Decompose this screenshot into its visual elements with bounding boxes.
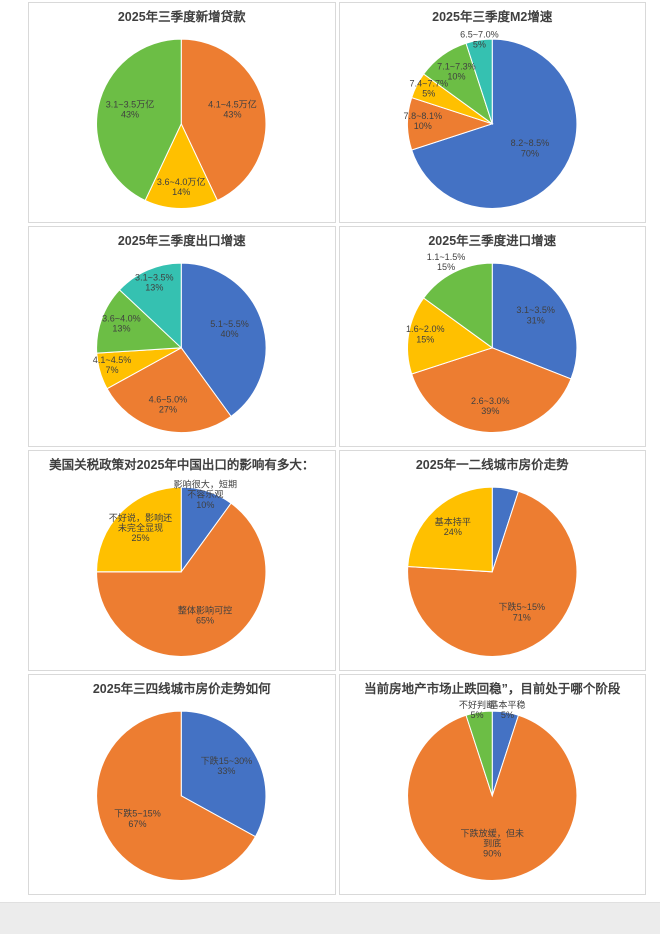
chart-title: 2025年三季度M2增速 [432,10,553,24]
slice-label: 下跌5~15% 67% [114,809,161,829]
slice-label: 4.1~4.5% 7% [93,355,132,375]
pie-chart-import-growth: 3.1~3.5% 31% 2.6~3.0% 39% 1.6~2.0% 15% 1.1~1.5… [406,252,577,434]
pie-slice [180,38,267,202]
slice-label: 3.1~3.5万亿 43% [106,99,155,120]
pie-slice [491,262,577,380]
chart-title: 2025年三季度新增贷款 [117,10,246,24]
chart-title: 2025年三季度进口增速 [428,234,557,248]
pie-slice [96,502,267,658]
pie-chart-market-stage: 基本平稳 5% 下跌放缓，但未到底 90% 不好判断 5% [406,699,577,882]
chart-panel-tariff-impact: 美国关税政策对2025年中国出口的影响有多大： 影响很大，短期不容乐观 10% 整体… [28,450,336,671]
pie-chart-export-growth: 5.1~5.5% 40% 4.6~5.0% 27% 4.1~4.5% 7% 3.6~4.0%… [93,262,267,434]
pie-chart-tariff-impact: 影响很大，短期不容乐观 10% 整体影响可控 65% 不好说，影响还未完全显现 25% [96,479,267,658]
pie-slice [96,38,182,202]
slice-label: 3.6~4.0万亿 14% [157,176,206,197]
chart-title: 2025年三季度出口增速 [117,234,246,248]
pie-chart-new-loans: 4.1~4.5万亿 43% 3.6~4.0万亿 14% 3.1~3.5万亿 43% [96,38,267,210]
slice-label: 下跌15~30% 33% [201,756,253,776]
slice-label: 不好判断 5% [458,699,494,720]
chart-title: 当前房地产市场止跌回稳”，目前处于哪个阶段 [364,682,621,696]
pie-slice [144,123,219,210]
slice-label: 7.8~8.1% 10% [403,111,442,131]
pie-slice [96,289,183,355]
pie-slice [422,262,493,350]
slice-label: 3.1~3.5% 31% [516,306,555,326]
slice-label: 3.1~3.5% 13% [135,273,174,293]
slice-label: 不好说，影响还未完全显现 25% [109,512,172,543]
slice-label: 5.1~5.5% 40% [210,319,249,339]
chart-panel-import-growth: 2025年三季度进口增速 3.1~3.5% 31% 2.6~3.0% 39% 1.6~2… [338,226,646,447]
chart-title: 2025年一二线城市房价走势 [415,458,569,472]
pie-chart-tier34-housing: 下跌15~30% 33% 下跌5~15% 67% [96,710,267,882]
slice-label: 7.1~7.3% 10% [437,62,476,82]
slice-label: 3.6~4.0% 13% [102,314,141,334]
slice-label: 6.5~7.0% 5% [460,30,499,50]
slice-label: 下跌放缓，但未到底 90% [460,828,523,859]
pie-slice [464,710,493,797]
slice-label: 2.6~3.0% 39% [471,396,510,416]
chart-panel-market-stage: 当前房地产市场止跌回稳”，目前处于哪个阶段 基本平稳 5% 下跌放缓，但未到底 90%… [338,674,646,895]
slice-label: 基本平稳 5% [489,699,525,720]
slice-label: 1.6~2.0% 15% [406,325,445,345]
pie-slice [180,710,267,838]
pie-slice [406,486,493,573]
slice-label: 8.2~8.5% 70% [510,139,549,159]
chart-grid: 2025年三季度新增贷款 4.1~4.5万亿 43% 3.6~4.0万亿 14% 3.1… [28,2,646,895]
pie-slice [96,710,257,882]
slice-label: 下跌5~15% 71% [498,603,545,623]
chart-panel-m2-growth: 2025年三季度M2增速 8.2~8.5% 70% 7.8~8.1% 10% 7.4~7… [338,2,646,223]
pie-slice [106,347,232,434]
pie-slice [406,714,577,882]
slice-label: 基本持平 24% [434,516,470,537]
pie-chart-tier12-housing: 下跌5~15% 71% 基本持平 24% [406,486,577,658]
pie-slice [118,262,182,350]
chart-title: 2025年三四线城市房价走势如何 [92,682,271,696]
slice-label: 4.1~4.5万亿 43% [208,99,257,120]
slice-label: 1.1~1.5% 15% [426,252,465,272]
pie-slice [410,38,577,210]
chart-panel-new-loans: 2025年三季度新增贷款 4.1~4.5万亿 43% 3.6~4.0万亿 14% 3.1… [28,2,336,223]
pie-slice [406,490,577,658]
slice-label: 整体影响可控 65% [178,605,232,626]
slice-label: 7.4~7.7% 5% [409,79,448,99]
pie-slice [406,297,493,376]
pie-slice [180,262,267,418]
pie-slice [464,38,493,125]
slice-label: 影响很大，短期不容乐观 10% [174,479,237,510]
chart-panel-tier12-housing: 2025年一二线城市房价走势 下跌5~15% 71% 基本持平 24% [338,450,646,671]
pie-chart-m2-growth: 8.2~8.5% 70% 7.8~8.1% 10% 7.4~7.7% 5%7.1~7.3%… [403,30,577,210]
chart-title: 美国关税政策对2025年中国出口的影响有多大： [49,458,315,472]
pie-slice [410,347,572,434]
slice-label: 4.6~5.0% 27% [149,395,188,415]
pie-slice [96,486,182,573]
chart-panel-export-growth: 2025年三季度出口增速 5.1~5.5% 40% 4.6~5.0% 27% 4.1~4… [28,226,336,447]
page-footer-strip [0,902,660,934]
chart-panel-tier34-housing: 2025年三四线城市房价走势如何 下跌15~30% 33% 下跌5~15% 67% [28,674,336,895]
